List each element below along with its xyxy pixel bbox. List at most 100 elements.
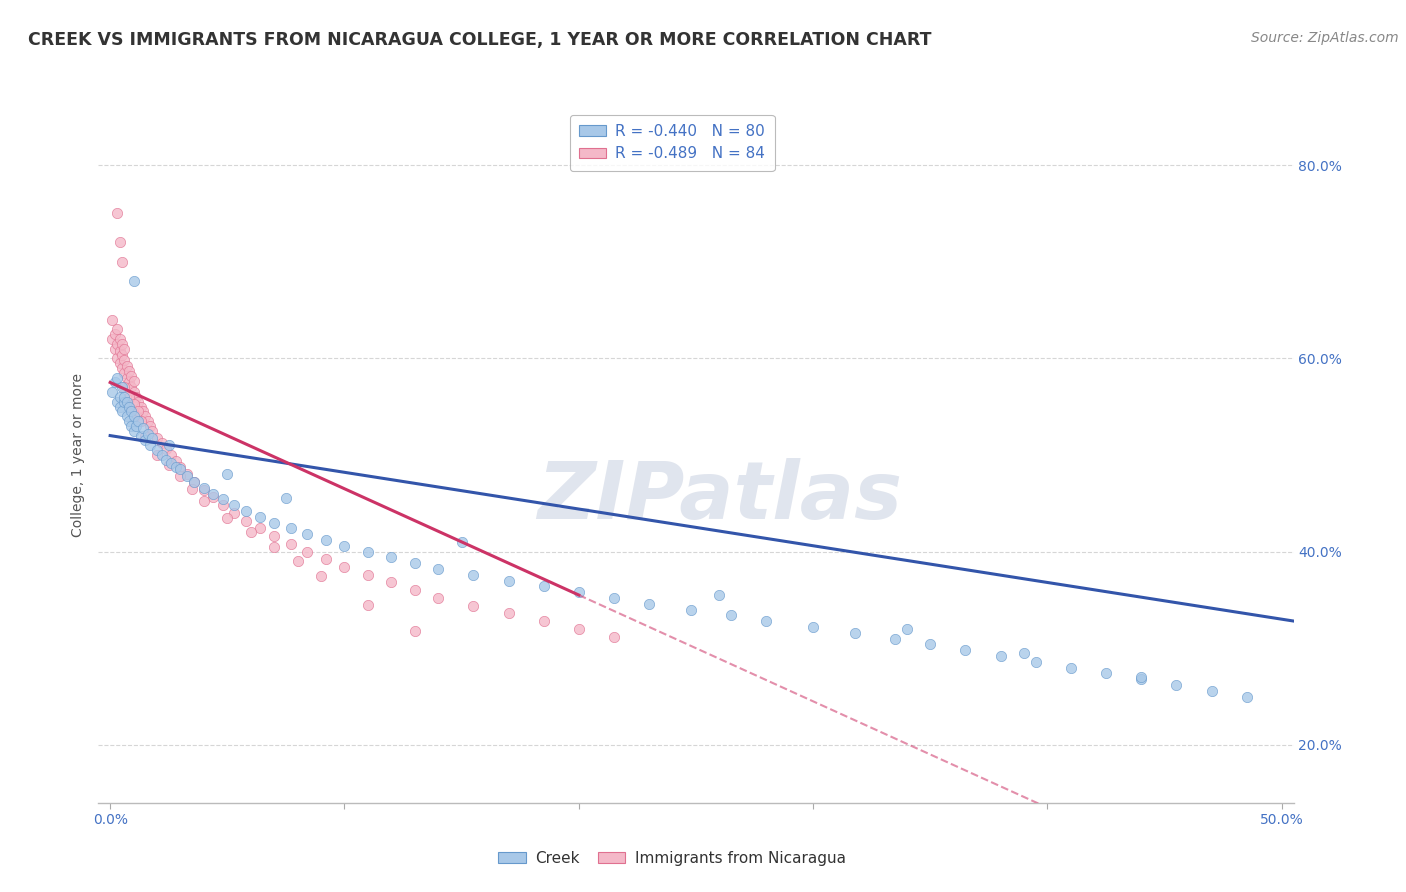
Point xyxy=(955,643,977,657)
Point xyxy=(139,418,162,433)
Point xyxy=(122,409,145,424)
Point xyxy=(160,448,183,462)
Point xyxy=(111,380,134,394)
Point xyxy=(380,550,402,565)
Point xyxy=(125,409,148,424)
Point xyxy=(309,568,332,582)
Point xyxy=(132,404,155,418)
Point xyxy=(118,376,141,390)
Point xyxy=(380,575,402,590)
Point xyxy=(404,624,426,638)
Point xyxy=(111,348,134,362)
Point xyxy=(176,467,198,482)
Point xyxy=(122,374,145,388)
Point xyxy=(111,336,134,351)
Point xyxy=(101,332,124,346)
Point xyxy=(146,443,169,458)
Point xyxy=(263,540,285,554)
Point xyxy=(357,567,380,582)
Point xyxy=(112,390,135,404)
Point xyxy=(160,456,183,470)
Point xyxy=(568,585,591,599)
Point xyxy=(155,442,177,456)
Text: CREEK VS IMMIGRANTS FROM NICARAGUA COLLEGE, 1 YEAR OR MORE CORRELATION CHART: CREEK VS IMMIGRANTS FROM NICARAGUA COLLE… xyxy=(28,31,932,49)
Point xyxy=(287,554,309,568)
Point xyxy=(533,614,555,628)
Point xyxy=(1095,666,1118,681)
Point xyxy=(120,380,142,394)
Point xyxy=(150,448,173,462)
Point xyxy=(108,332,131,346)
Point xyxy=(202,486,225,500)
Point xyxy=(896,622,918,636)
Point xyxy=(720,608,742,623)
Point xyxy=(1130,670,1153,684)
Point xyxy=(108,356,131,370)
Point xyxy=(165,459,187,474)
Point xyxy=(224,506,246,520)
Point xyxy=(165,453,187,467)
Point xyxy=(603,630,626,644)
Point xyxy=(115,394,138,409)
Point xyxy=(141,424,163,438)
Point xyxy=(183,475,205,489)
Point xyxy=(122,424,145,438)
Point xyxy=(134,428,156,442)
Point xyxy=(108,390,131,404)
Point xyxy=(463,567,485,582)
Point xyxy=(112,380,135,394)
Point xyxy=(709,588,731,602)
Point xyxy=(249,509,271,524)
Point xyxy=(249,521,271,535)
Point xyxy=(122,274,145,288)
Point xyxy=(125,418,148,433)
Point xyxy=(157,458,180,472)
Point xyxy=(104,327,127,342)
Point xyxy=(333,560,356,574)
Point xyxy=(801,620,824,634)
Point xyxy=(115,359,138,373)
Point xyxy=(295,527,318,541)
Point xyxy=(136,426,159,441)
Point xyxy=(127,394,149,409)
Point xyxy=(202,491,225,505)
Point xyxy=(108,400,131,414)
Text: Source: ZipAtlas.com: Source: ZipAtlas.com xyxy=(1251,31,1399,45)
Point xyxy=(681,602,703,616)
Point xyxy=(122,385,145,400)
Point xyxy=(101,312,124,326)
Point xyxy=(108,343,131,358)
Point xyxy=(235,514,257,528)
Point xyxy=(132,421,155,435)
Point xyxy=(193,494,215,508)
Text: ZIPatlas: ZIPatlas xyxy=(537,458,903,536)
Point xyxy=(193,481,215,495)
Point xyxy=(224,498,246,512)
Point xyxy=(136,414,159,428)
Point xyxy=(118,390,141,404)
Point xyxy=(115,409,138,424)
Point xyxy=(844,625,866,640)
Point xyxy=(217,467,239,482)
Point xyxy=(141,430,163,444)
Point xyxy=(139,438,162,452)
Point xyxy=(176,469,198,483)
Point xyxy=(638,597,661,611)
Point xyxy=(169,462,191,476)
Point xyxy=(129,414,152,428)
Point xyxy=(120,401,142,416)
Point xyxy=(211,498,233,512)
Point xyxy=(427,591,450,605)
Point xyxy=(115,394,138,409)
Point xyxy=(404,583,426,598)
Point xyxy=(280,521,302,535)
Point xyxy=(315,533,337,547)
Point xyxy=(155,452,177,467)
Point xyxy=(1236,690,1258,704)
Point xyxy=(118,364,141,378)
Point xyxy=(263,516,285,530)
Point xyxy=(129,428,152,442)
Point xyxy=(1166,678,1188,692)
Point xyxy=(463,599,485,613)
Point xyxy=(105,394,128,409)
